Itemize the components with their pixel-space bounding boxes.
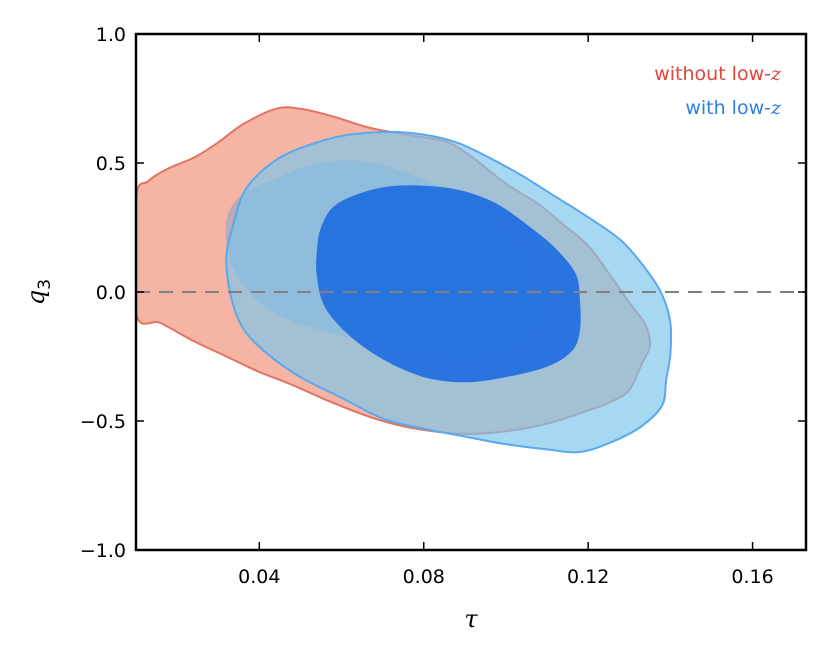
- x-axis-label: τ: [464, 605, 478, 633]
- y-tick-label: 1.0: [96, 24, 126, 46]
- contour-layer: [136, 106, 673, 454]
- y-axis-label-subscript: 3: [35, 279, 55, 290]
- legend-label-prefix: without low-: [654, 63, 771, 85]
- x-tick-label: 0.12: [567, 566, 609, 588]
- y-axis-label: q3: [22, 279, 55, 305]
- tick-labels: 0.04 0.08 0.12 0.16 −1.0 −0.5 0.0 0.5 1.0: [80, 24, 774, 588]
- legend-label-prefix: with low-: [685, 97, 771, 119]
- legend-entry-without-low-z: without low-z: [654, 63, 782, 85]
- legend-entry-with-low-z: with low-z: [685, 97, 782, 119]
- x-tick-label: 0.08: [403, 566, 445, 588]
- x-tick-label: 0.16: [731, 566, 773, 588]
- plot-frame: [134, 32, 808, 552]
- y-tick-label: 0.0: [96, 282, 126, 304]
- y-tick-label: 0.5: [96, 153, 126, 175]
- x-tick-label: 0.04: [238, 566, 280, 588]
- legend: without low-z with low-z: [654, 63, 782, 119]
- y-tick-label: −1.0: [80, 540, 126, 562]
- legend-label-variable: z: [770, 63, 782, 85]
- y-tick-label: −0.5: [80, 411, 126, 433]
- legend-label-variable: z: [770, 97, 782, 119]
- with-low-z-68-contour: [316, 185, 581, 383]
